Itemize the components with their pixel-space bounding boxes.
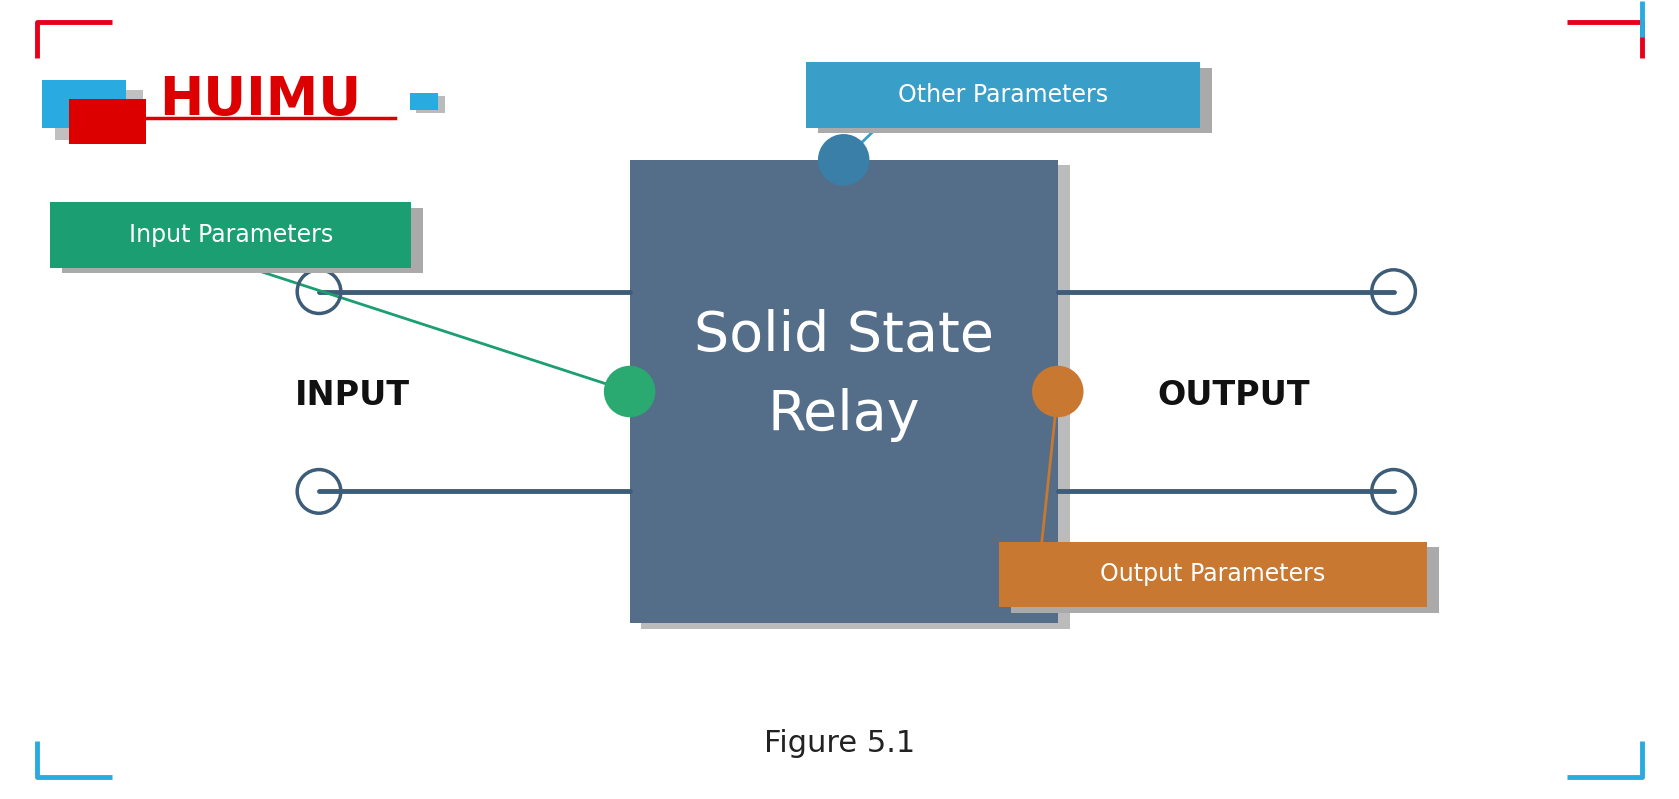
Text: Other Parameters: Other Parameters	[898, 83, 1108, 107]
FancyBboxPatch shape	[806, 62, 1200, 128]
FancyBboxPatch shape	[630, 160, 1058, 623]
Text: Solid State
Relay: Solid State Relay	[693, 309, 994, 442]
FancyBboxPatch shape	[410, 93, 438, 110]
Text: INPUT: INPUT	[296, 379, 410, 412]
Text: Input Parameters: Input Parameters	[129, 223, 332, 247]
Ellipse shape	[1034, 368, 1081, 415]
FancyBboxPatch shape	[1011, 547, 1439, 613]
FancyBboxPatch shape	[69, 99, 146, 144]
Text: Output Parameters: Output Parameters	[1100, 562, 1326, 586]
Ellipse shape	[606, 368, 653, 415]
FancyBboxPatch shape	[416, 96, 445, 113]
FancyBboxPatch shape	[818, 68, 1212, 133]
FancyBboxPatch shape	[641, 165, 1070, 629]
FancyBboxPatch shape	[42, 80, 126, 128]
FancyBboxPatch shape	[62, 208, 423, 273]
Text: Figure 5.1: Figure 5.1	[764, 729, 915, 757]
Ellipse shape	[819, 136, 868, 184]
FancyBboxPatch shape	[50, 202, 411, 268]
Text: OUTPUT: OUTPUT	[1159, 379, 1310, 412]
FancyBboxPatch shape	[999, 542, 1427, 607]
Text: HUIMU: HUIMU	[160, 74, 361, 126]
FancyBboxPatch shape	[55, 90, 143, 140]
